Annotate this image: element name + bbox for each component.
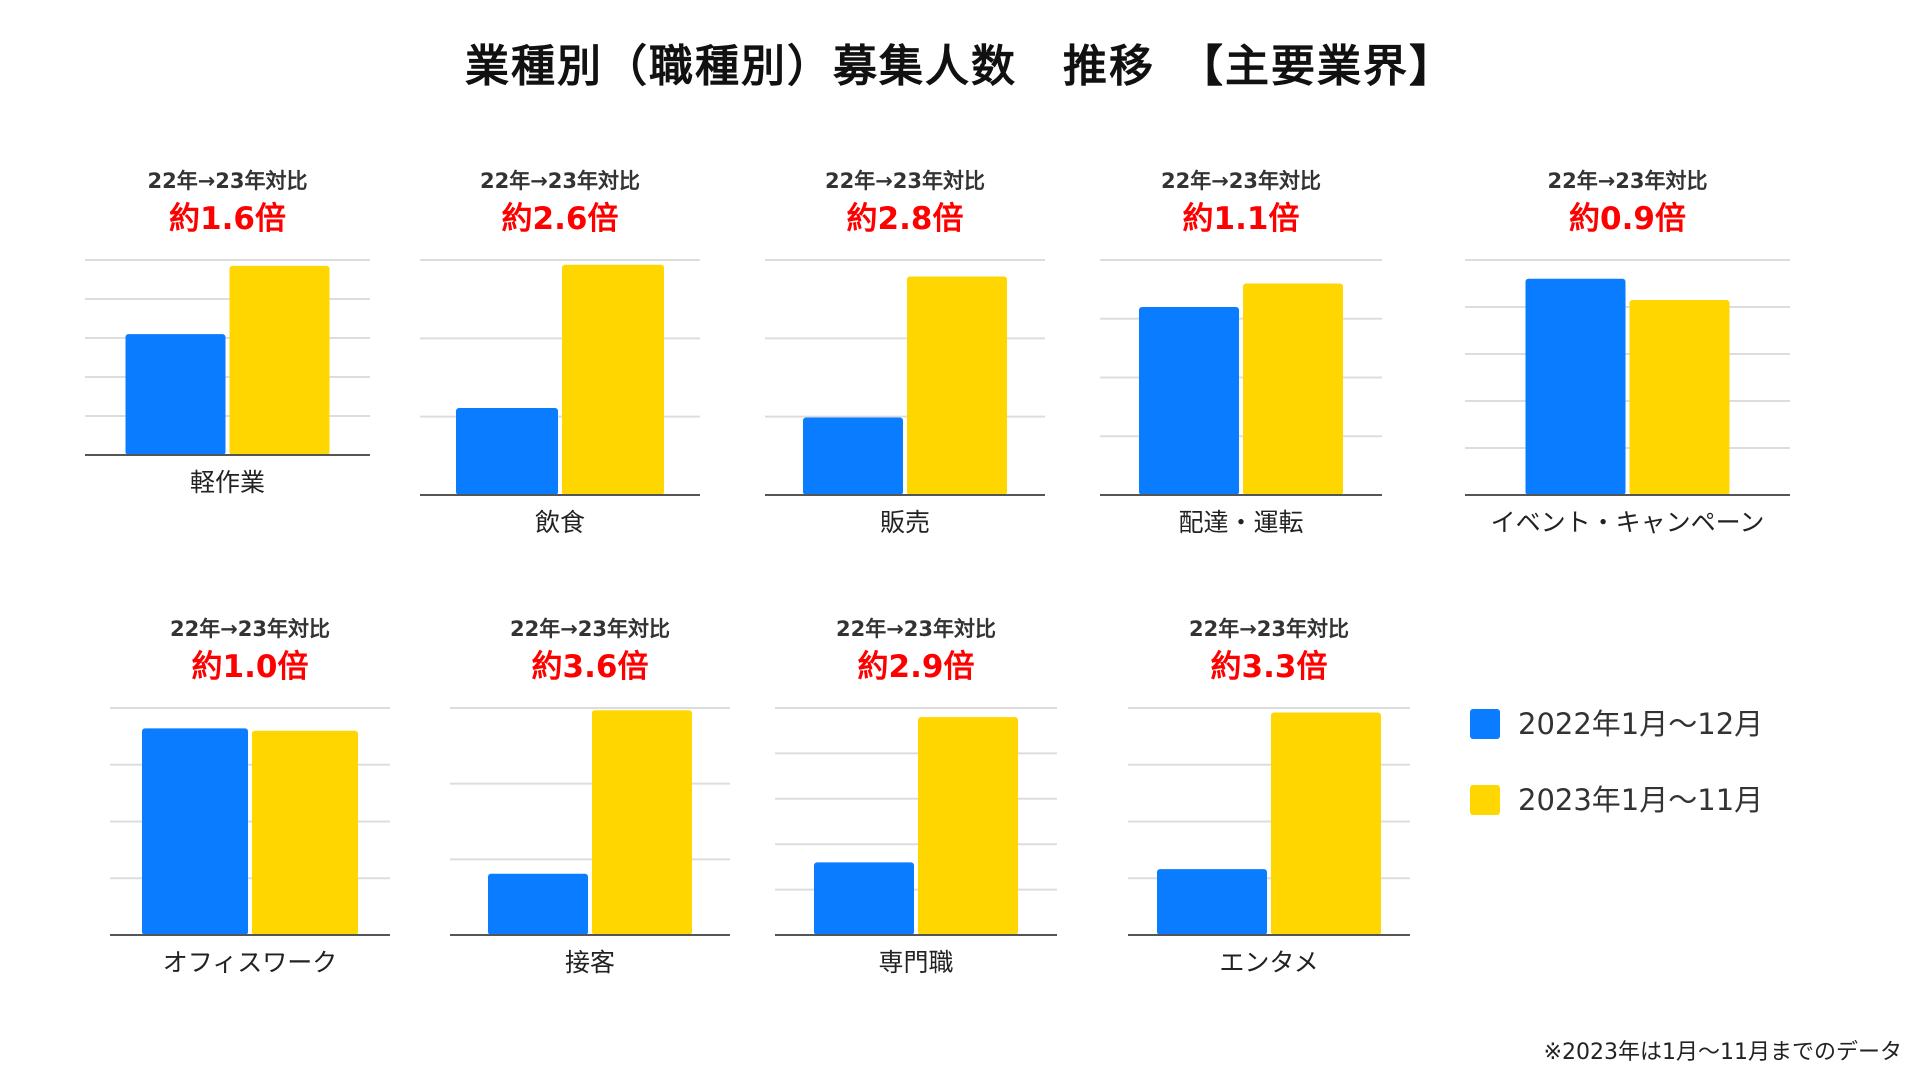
bar-2023 bbox=[1243, 283, 1343, 495]
legend-label-2023: 2023年1月〜11月 bbox=[1518, 783, 1764, 817]
bar-2022 bbox=[814, 862, 914, 935]
comparison-caption: 22年→23年対比 bbox=[1547, 169, 1708, 193]
bar-chart bbox=[775, 707, 1057, 936]
comparison-caption: 22年→23年対比 bbox=[1188, 617, 1350, 641]
category-label: エンタメ bbox=[1219, 948, 1319, 977]
bar-2022 bbox=[456, 408, 558, 495]
legend-swatch-2022 bbox=[1470, 709, 1500, 739]
bar-2022 bbox=[142, 728, 248, 935]
comparison-caption: 22年→23年対比 bbox=[824, 169, 986, 193]
bar-2022 bbox=[1525, 278, 1626, 495]
bar-2023 bbox=[252, 730, 358, 935]
bar-chart bbox=[1100, 259, 1382, 496]
ratio-label: 約2.6倍 bbox=[501, 201, 619, 237]
bar-2022 bbox=[803, 417, 903, 495]
ratio-label: 約1.0倍 bbox=[191, 649, 309, 685]
category-label: 専門職 bbox=[878, 948, 954, 977]
bar-chart bbox=[1128, 707, 1410, 936]
comparison-caption: 22年→23年対比 bbox=[835, 617, 997, 641]
bar-2023 bbox=[1629, 299, 1730, 495]
legend-swatch-2023 bbox=[1470, 785, 1500, 815]
bar-2023 bbox=[229, 265, 330, 455]
footnote: ※2023年は1月〜11月までのデータ bbox=[1543, 1040, 1902, 1065]
ratio-label: 約2.9倍 bbox=[857, 649, 975, 685]
comparison-caption: 22年→23年対比 bbox=[147, 169, 308, 193]
bar-2023 bbox=[907, 276, 1007, 495]
chart-panel: 22年→23年対比約2.9倍専門職 bbox=[775, 613, 1057, 983]
bar-chart bbox=[420, 259, 700, 496]
comparison-caption: 22年→23年対比 bbox=[509, 617, 671, 641]
category-label: 販売 bbox=[879, 508, 930, 537]
bar-2023 bbox=[562, 264, 664, 495]
bar-2022 bbox=[488, 873, 588, 935]
ratio-label: 約1.6倍 bbox=[169, 201, 286, 237]
legend-label-2022: 2022年1月〜12月 bbox=[1518, 707, 1764, 741]
bar-chart bbox=[85, 259, 370, 456]
chart-panel: 22年→23年対比約3.3倍エンタメ bbox=[1128, 613, 1410, 983]
page-title: 業種別（職種別）募集人数 推移 【主要業界】 bbox=[465, 41, 1455, 92]
chart-panel: 22年→23年対比約1.0倍オフィスワーク bbox=[110, 613, 390, 983]
comparison-caption: 22年→23年対比 bbox=[169, 617, 331, 641]
bar-2022 bbox=[1139, 307, 1239, 495]
category-label: 配達・運転 bbox=[1178, 508, 1304, 537]
category-label: イベント・キャンペーン bbox=[1490, 508, 1765, 537]
ratio-label: 約3.3倍 bbox=[1210, 649, 1328, 685]
category-label: 接客 bbox=[564, 948, 615, 977]
ratio-label: 約2.8倍 bbox=[846, 201, 964, 237]
category-label: オフィスワーク bbox=[162, 948, 338, 977]
ratio-label: 約1.1倍 bbox=[1182, 201, 1300, 237]
ratio-label: 約3.6倍 bbox=[531, 649, 649, 685]
chart-panel: 22年→23年対比約2.6倍飲食 bbox=[420, 165, 700, 537]
bar-2022 bbox=[1157, 869, 1267, 935]
category-label: 軽作業 bbox=[189, 468, 265, 497]
bar-2023 bbox=[1271, 712, 1381, 935]
category-label: 飲食 bbox=[534, 508, 585, 537]
bar-2023 bbox=[918, 717, 1018, 935]
chart-panel: 22年→23年対比約3.6倍接客 bbox=[450, 613, 730, 983]
chart-panel: 22年→23年対比約0.9倍イベント・キャンペーン bbox=[1465, 165, 1790, 537]
chart-panel: 22年→23年対比約2.8倍販売 bbox=[765, 165, 1045, 537]
bar-chart bbox=[1465, 259, 1790, 496]
bar-chart bbox=[450, 707, 730, 936]
bar-chart bbox=[110, 707, 390, 936]
chart-panel: 22年→23年対比約1.6倍軽作業 bbox=[85, 165, 370, 535]
bar-2022 bbox=[125, 334, 226, 455]
bar-chart bbox=[765, 259, 1045, 496]
comparison-caption: 22年→23年対比 bbox=[1160, 169, 1322, 193]
ratio-label: 約0.9倍 bbox=[1569, 201, 1686, 237]
comparison-caption: 22年→23年対比 bbox=[479, 169, 641, 193]
bar-2023 bbox=[592, 710, 692, 935]
chart-panel: 22年→23年対比約1.1倍配達・運転 bbox=[1100, 165, 1382, 537]
